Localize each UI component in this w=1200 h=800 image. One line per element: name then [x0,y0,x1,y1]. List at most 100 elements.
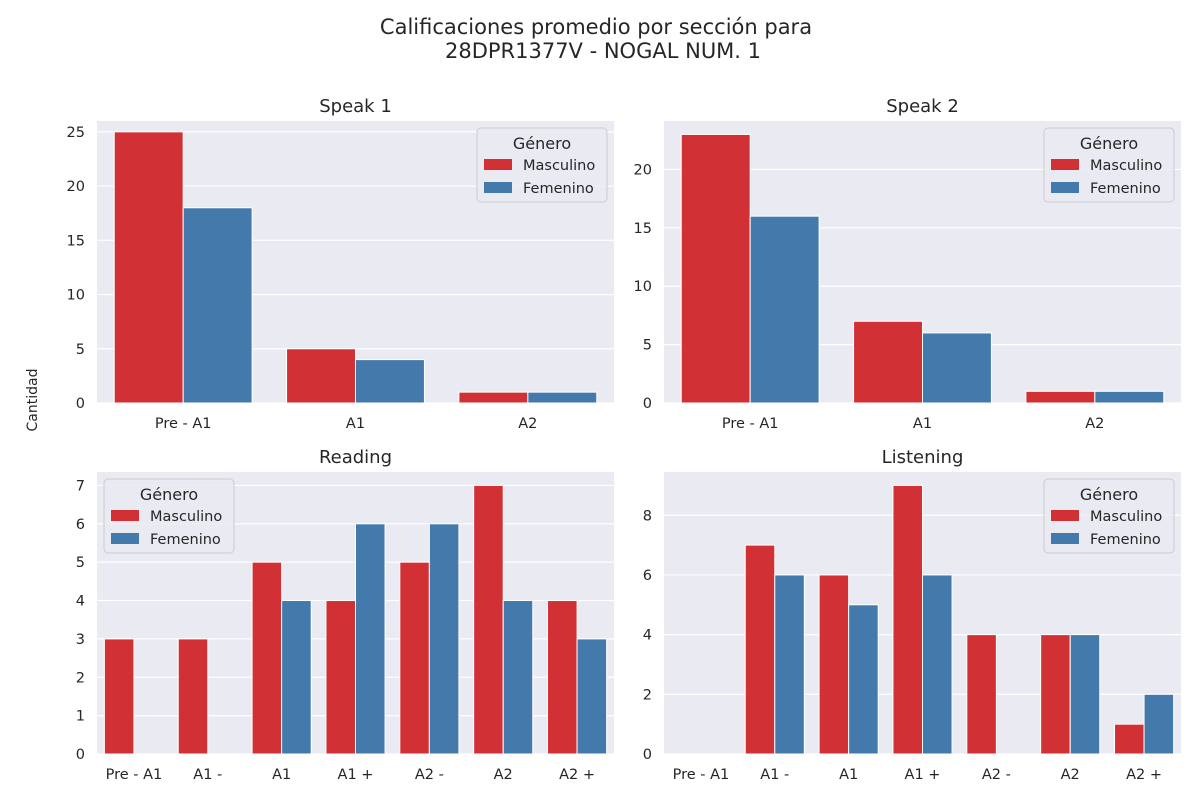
bar-masculino-0 [103,638,135,755]
x-tick-label: A1 [913,416,932,432]
x-tick-label: A2 + [559,767,595,783]
panel-title: Speak 1 [319,96,392,117]
legend-swatch-masculino [1051,159,1079,170]
legend-swatch-masculino [484,159,512,170]
bar-femenino-0 [749,215,820,404]
bar-femenino-6 [576,638,608,755]
y-tick-label: 15 [67,233,85,249]
y-tick-label: 5 [643,338,652,354]
legend-label-masculino: Masculino [523,158,595,174]
y-tick-label: 8 [643,508,652,524]
y-tick-label: 5 [76,555,85,571]
figure-title-line1: Calificaciones promedio por sección para [380,15,812,39]
bar-femenino-3 [355,523,386,755]
bar-femenino-3 [922,574,953,755]
bar-masculino-4 [966,634,997,755]
y-tick-label: 15 [634,221,652,237]
legend-label-masculino: Masculino [1090,509,1162,525]
x-tick-label: Pre - A1 [673,767,730,783]
bar-femenino-2 [848,604,879,755]
bar-femenino-5 [1069,634,1101,755]
legend-title: Género [140,485,198,504]
bar-masculino-2 [818,574,850,755]
x-tick-label: Pre - A1 [155,416,212,432]
bar-masculino-1 [286,348,357,404]
bar-masculino-2 [1025,390,1096,404]
bar-masculino-2 [251,561,283,755]
legend: Género Masculino Femenino [476,127,608,203]
y-tick-label: 20 [634,162,652,178]
legend-label-femenino: Femenino [1090,181,1161,197]
bar-masculino-1 [177,638,209,755]
y-tick-label: 25 [67,125,85,141]
bar-femenino-5 [502,600,534,755]
legend-label-femenino: Femenino [523,181,594,197]
bar-masculino-0 [113,131,184,404]
bar-femenino-4 [428,523,460,755]
y-tick-label: 0 [76,396,85,412]
y-tick-label: 10 [634,279,652,295]
legend: Género Masculino Femenino [1043,478,1175,554]
x-tick-label: Pre - A1 [106,767,163,783]
bar-masculino-2 [458,391,529,404]
bar-masculino-5 [1040,634,1071,755]
y-tick-label: 2 [76,670,85,686]
legend-label-masculino: Masculino [150,509,222,525]
bar-femenino-2 [281,600,312,755]
x-tick-label: A2 - [415,767,444,783]
legend-label-femenino: Femenino [150,532,221,548]
x-tick-label: A1 - [760,767,789,783]
y-tick-label: 3 [76,632,85,648]
x-tick-label: A1 + [905,767,941,783]
bar-femenino-1 [774,574,805,755]
legend-label-masculino: Masculino [1090,158,1162,174]
y-tick-label: 2 [643,687,652,703]
x-tick-label: A1 [272,767,291,783]
legend: Género Masculino Femenino [103,478,235,554]
bar-masculino-1 [853,320,923,404]
legend-swatch-masculino [1051,510,1079,521]
y-tick-label: 4 [76,594,85,610]
y-tick-label: 6 [76,517,85,533]
x-tick-label: A2 + [1126,767,1162,783]
y-tick-label: 10 [67,288,85,304]
chart-panel-2: 0 1 2 3 4 5 6 7 Pre - A1 A1 - A1 A1 + A2 - A2 A2 + Read… [76,447,614,783]
y-tick-label: 4 [643,628,652,644]
legend-swatch-femenino [484,182,512,193]
bar-femenino-2 [527,391,598,404]
bar-masculino-6 [1114,723,1145,755]
y-tick-label: 0 [76,747,85,763]
bar-femenino-6 [1143,693,1175,755]
y-tick-label: 5 [76,342,85,358]
bar-masculino-3 [892,484,924,755]
x-tick-label: Pre - A1 [722,416,779,432]
legend-title: Género [513,134,571,153]
legend-title: Género [1080,134,1138,153]
x-tick-label: A1 [839,767,858,783]
figure-title-line2: 28DPR1377V - NOGAL NUM. 1 [445,39,761,63]
y-tick-label: 0 [643,747,652,763]
y-tick-label: 6 [643,568,652,584]
x-tick-label: A2 [1085,416,1104,432]
x-tick-label: A1 - [193,767,222,783]
legend-title: Género [1080,485,1138,504]
bar-femenino-1 [922,332,992,404]
legend-label-femenino: Femenino [1090,532,1161,548]
bar-femenino-2 [1094,390,1165,404]
y-tick-label: 20 [67,179,85,195]
bar-masculino-3 [325,600,357,755]
bar-masculino-1 [744,544,776,755]
panel-title: Listening [882,447,964,468]
x-tick-label: A2 - [982,767,1011,783]
panel-title: Speak 2 [886,96,959,117]
chart-panel-0: 0 5 10 15 20 25 Pre - A1 A1 A2 Speak 1 Género Mascu… [67,96,614,432]
y-tick-label: 1 [76,709,85,725]
y-tick-label: 0 [643,396,652,412]
x-tick-label: A2 [518,416,537,432]
chart-panel-3: 0 2 4 6 8 Pre - A1 A1 - A1 A1 + A2 - A2 A2 + Listeni… [643,447,1181,783]
bar-femenino-0 [182,207,253,404]
legend-swatch-femenino [111,533,139,544]
x-tick-label: A2 [1061,767,1080,783]
